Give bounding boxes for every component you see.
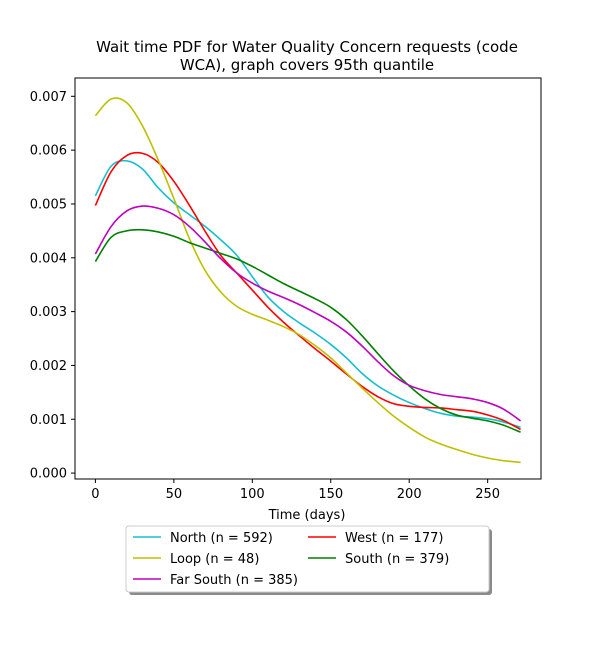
y-tick-label: 0.000 [30, 467, 67, 482]
legend-label-south: South (n = 379) [345, 552, 449, 567]
legend-label-north: North (n = 592) [170, 531, 273, 546]
x-tick-label: 50 [166, 487, 183, 502]
y-tick-label: 0.007 [30, 90, 67, 105]
x-tick-label: 0 [91, 487, 99, 502]
y-tick-label: 0.002 [30, 359, 67, 374]
y-tick-label: 0.005 [30, 197, 67, 212]
chart-title-line-1: Wait time PDF for Water Quality Concern … [96, 38, 518, 56]
plot-lines [94, 97, 522, 464]
x-axis: 0 50 100 150 200 250 [91, 479, 500, 502]
series-line-west [94, 151, 521, 431]
y-tick-label: 0.006 [30, 144, 67, 159]
y-tick-label: 0.003 [30, 305, 67, 320]
chart-title-line-2: WCA), graph covers 95th quantile [180, 56, 434, 74]
x-tick-label: 100 [240, 487, 265, 502]
series-line-north [94, 159, 521, 429]
y-tick-label: 0.004 [30, 251, 67, 266]
x-tick-label: 250 [475, 487, 500, 502]
series-line-far-south [94, 205, 522, 422]
series-line-loop [94, 97, 521, 464]
x-tick-label: 150 [318, 487, 343, 502]
legend-label-loop: Loop (n = 48) [170, 552, 259, 567]
legend-label-far-south: Far South (n = 385) [170, 573, 298, 588]
series-line-south [94, 228, 521, 433]
y-tick-label: 0.001 [30, 413, 67, 428]
legend-box [125, 525, 490, 593]
legend: North (n = 592) West (n = 177) Loop (n = 4… [125, 525, 492, 595]
legend-label-west: West (n = 177) [345, 531, 443, 546]
plot-frame [74, 77, 542, 480]
x-axis-label: Time (days) [268, 508, 346, 523]
y-axis: 0.000 0.001 0.002 0.003 0.004 0.005 0.006 0.007 [30, 90, 75, 482]
x-tick-label: 200 [397, 487, 422, 502]
